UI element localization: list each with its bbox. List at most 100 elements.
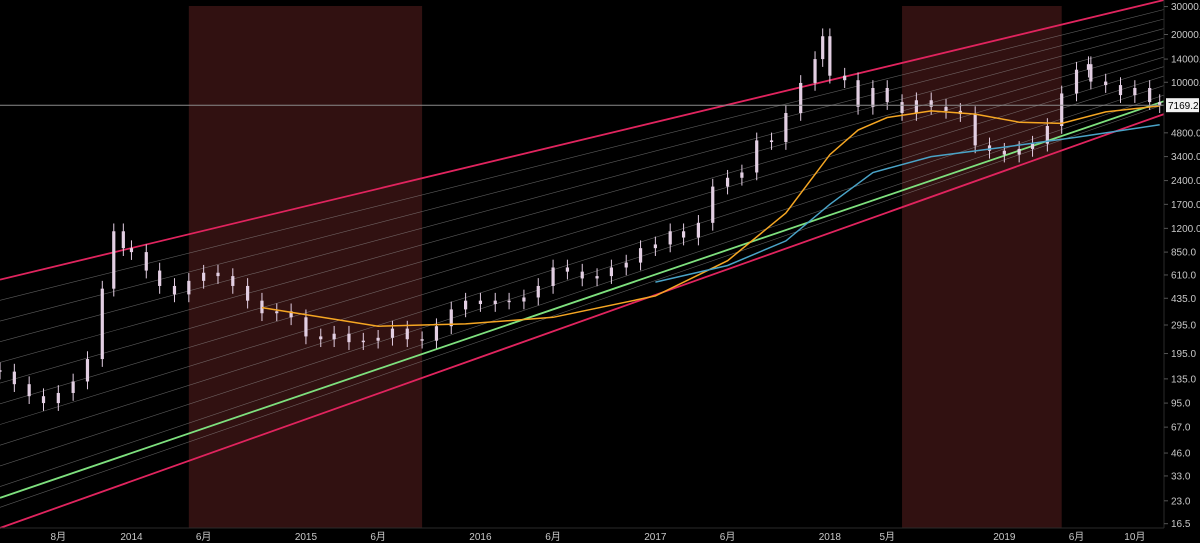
candle-body xyxy=(1017,148,1021,155)
x-tick-label: 8月 xyxy=(51,531,67,543)
candle-body xyxy=(27,384,31,397)
candle-body xyxy=(449,309,453,327)
x-tick-label: 5月 xyxy=(879,531,895,543)
candle-body xyxy=(260,300,264,314)
x-tick-label: 2016 xyxy=(469,532,492,543)
candle-body xyxy=(71,381,75,393)
candle-body xyxy=(41,396,46,404)
candle-body xyxy=(100,288,104,360)
fan-line xyxy=(0,28,1165,343)
candle-body xyxy=(1133,88,1137,96)
y-tick-label: 435.0 xyxy=(1171,294,1196,305)
y-tick-label: 1700.0 xyxy=(1171,200,1200,211)
candle-body xyxy=(624,262,628,268)
y-tick-label: 14000.0 xyxy=(1171,55,1200,66)
candle-body xyxy=(85,359,90,382)
candle-body xyxy=(493,300,497,305)
channel-lines xyxy=(0,0,1165,529)
candle-body xyxy=(507,300,511,303)
y-tick-label: 2400.0 xyxy=(1171,176,1200,187)
x-tick-label: 2019 xyxy=(993,532,1016,543)
x-tick-label: 6月 xyxy=(196,531,212,543)
candle-body xyxy=(56,392,60,404)
y-tick-label: 195.0 xyxy=(1171,349,1196,360)
candle-body xyxy=(390,328,395,338)
fan-line xyxy=(0,104,1165,508)
candle-body xyxy=(0,370,2,372)
x-tick-label: 2014 xyxy=(120,532,143,543)
candle-body xyxy=(914,100,918,114)
candle-body xyxy=(668,231,672,245)
candle-body xyxy=(1158,102,1162,106)
candle-body xyxy=(1118,85,1123,96)
candle-body xyxy=(1148,88,1152,103)
y-tick-label: 4800.0 xyxy=(1171,128,1200,139)
x-tick-label: 6月 xyxy=(370,531,386,543)
fan-line xyxy=(0,94,1165,487)
candle-body xyxy=(551,267,555,286)
x-tick-label: 6月 xyxy=(720,531,736,543)
candle-body xyxy=(289,311,293,318)
x-tick-label: 6月 xyxy=(545,531,561,543)
candle-body xyxy=(595,276,599,279)
y-tick-label: 1200.0 xyxy=(1171,224,1200,235)
candle-body xyxy=(755,140,759,173)
candle-body xyxy=(361,340,365,343)
candle-body xyxy=(653,244,657,249)
candle-body xyxy=(565,267,570,272)
candle-body xyxy=(420,339,424,341)
last-price-tag: 7169.2 xyxy=(1166,98,1199,113)
candle-body xyxy=(696,222,700,238)
candle-body xyxy=(799,82,803,114)
candle-body xyxy=(813,59,817,83)
candle-body xyxy=(1045,126,1049,144)
x-axis: 8月 2014 6月 2015 6月 2016 6月 2017 6月 2018 5月 2019 6月 10… xyxy=(51,531,1146,543)
y-tick-label: 16.5 xyxy=(1171,519,1191,530)
y-tick-label: 20000.0 xyxy=(1171,30,1200,41)
candle-body xyxy=(12,371,16,385)
y-tick-label: 33.0 xyxy=(1171,471,1191,482)
last-price-tag-bg xyxy=(1166,98,1199,113)
candle-body xyxy=(275,311,279,314)
candle-body xyxy=(376,337,380,341)
candle-body xyxy=(784,113,788,143)
candle-body xyxy=(121,231,125,249)
fan-line xyxy=(0,18,1165,322)
y-tick-label: 30000.0 xyxy=(1171,2,1200,13)
candle-body xyxy=(522,297,526,302)
candle-body xyxy=(740,172,744,178)
candle-body xyxy=(725,177,730,187)
candle-body xyxy=(1104,81,1108,86)
candle-body xyxy=(1030,143,1035,149)
candle-body xyxy=(871,88,875,107)
candle-body xyxy=(885,88,889,103)
candle-body xyxy=(929,100,933,107)
y-tick-label: 135.0 xyxy=(1171,374,1196,385)
channel-line xyxy=(0,113,1165,529)
x-tick-label: 2015 xyxy=(295,532,318,543)
y-tick-label: 850.0 xyxy=(1171,248,1196,259)
candle-body xyxy=(973,114,977,146)
x-tick-label: 2017 xyxy=(644,532,667,543)
candle-body xyxy=(405,328,409,340)
y-tick-label: 3400.0 xyxy=(1171,152,1200,163)
candle-body xyxy=(1060,93,1064,127)
candle-body xyxy=(843,75,847,81)
candle-body xyxy=(1086,64,1091,70)
candle-body xyxy=(536,285,540,298)
candle-body xyxy=(856,80,860,107)
series-line xyxy=(655,123,1160,283)
candle-body xyxy=(112,231,116,289)
y-tick-label: 610.0 xyxy=(1171,270,1196,281)
candle-body xyxy=(1002,150,1006,155)
shaded-period xyxy=(188,6,423,528)
fan-line xyxy=(0,47,1165,384)
candle-body xyxy=(347,333,351,343)
candle-body xyxy=(434,326,439,341)
fan-line xyxy=(0,75,1165,446)
moving-average-lines xyxy=(261,105,1160,327)
candle-body xyxy=(216,272,220,277)
candle-body xyxy=(944,106,948,111)
y-tick-label: 295.0 xyxy=(1171,321,1196,332)
